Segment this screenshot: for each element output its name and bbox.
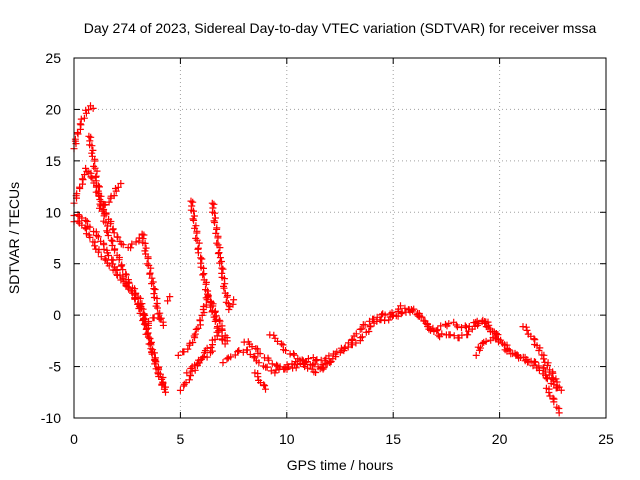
data-series-trace-23: [472, 344, 484, 359]
y-tick-label: -10: [41, 410, 61, 426]
data-series-trace-16: [240, 305, 563, 391]
data-series-trace-12: [208, 199, 238, 313]
data-series-trace-2: [85, 132, 170, 391]
data-point-markers: [183, 347, 216, 377]
data-point-markers: [472, 344, 484, 359]
data-series-trace-20: [519, 323, 561, 386]
x-tick-label: 15: [385, 431, 401, 447]
data-series-trace-14: [183, 347, 216, 377]
y-tick-label: 20: [45, 101, 61, 117]
data-point-markers: [240, 305, 563, 391]
data-series-trace-17: [266, 331, 333, 372]
data-point-markers: [481, 318, 565, 394]
y-tick-label: 25: [45, 50, 61, 66]
x-tick-label: 0: [70, 431, 78, 447]
data-series-trace-8: [145, 314, 165, 325]
data-point-markers: [208, 199, 238, 313]
data-point-markers: [519, 323, 561, 386]
data-point-markers: [187, 197, 229, 348]
data-series-trace-18: [251, 369, 270, 393]
data-series-trace-19: [481, 318, 565, 394]
x-tick-label: 5: [177, 431, 185, 447]
data-point-markers: [542, 384, 563, 417]
data-series-trace-11: [187, 197, 229, 348]
data-series-trace-22: [474, 334, 499, 351]
y-axis-label: SDTVAR / TECUs: [6, 182, 22, 294]
data-point-markers: [474, 334, 499, 351]
grid-lines: [74, 58, 606, 418]
data-series-trace-9: [164, 293, 174, 305]
y-tick-label: 10: [45, 204, 61, 220]
data-series-trace-10: [174, 291, 231, 359]
axis-ticks: 0 5 10 15 20 25 -10 -5 0 5 10 15 20 25: [41, 50, 614, 447]
x-axis-label: GPS time / hours: [287, 457, 394, 473]
x-tick-label: 25: [598, 431, 614, 447]
y-tick-label: 15: [45, 153, 61, 169]
data-point-markers: [138, 230, 167, 329]
chart-title: Day 274 of 2023, Sidereal Day-to-day VTE…: [84, 20, 597, 36]
x-tick-label: 20: [492, 431, 508, 447]
data-point-markers: [174, 291, 231, 359]
data-point-markers: [85, 132, 170, 391]
data-series-trace-7: [138, 230, 167, 329]
data-points: [70, 102, 565, 417]
x-tick-label: 10: [279, 431, 295, 447]
y-tick-label: 5: [53, 256, 61, 272]
y-tick-label: -5: [49, 359, 62, 375]
data-point-markers: [164, 293, 174, 305]
plot-frame: [73, 57, 607, 419]
data-point-markers: [145, 314, 165, 325]
y-tick-label: 0: [53, 307, 61, 323]
data-point-markers: [266, 331, 333, 372]
data-point-markers: [251, 369, 270, 393]
data-series-trace-21: [542, 384, 563, 417]
